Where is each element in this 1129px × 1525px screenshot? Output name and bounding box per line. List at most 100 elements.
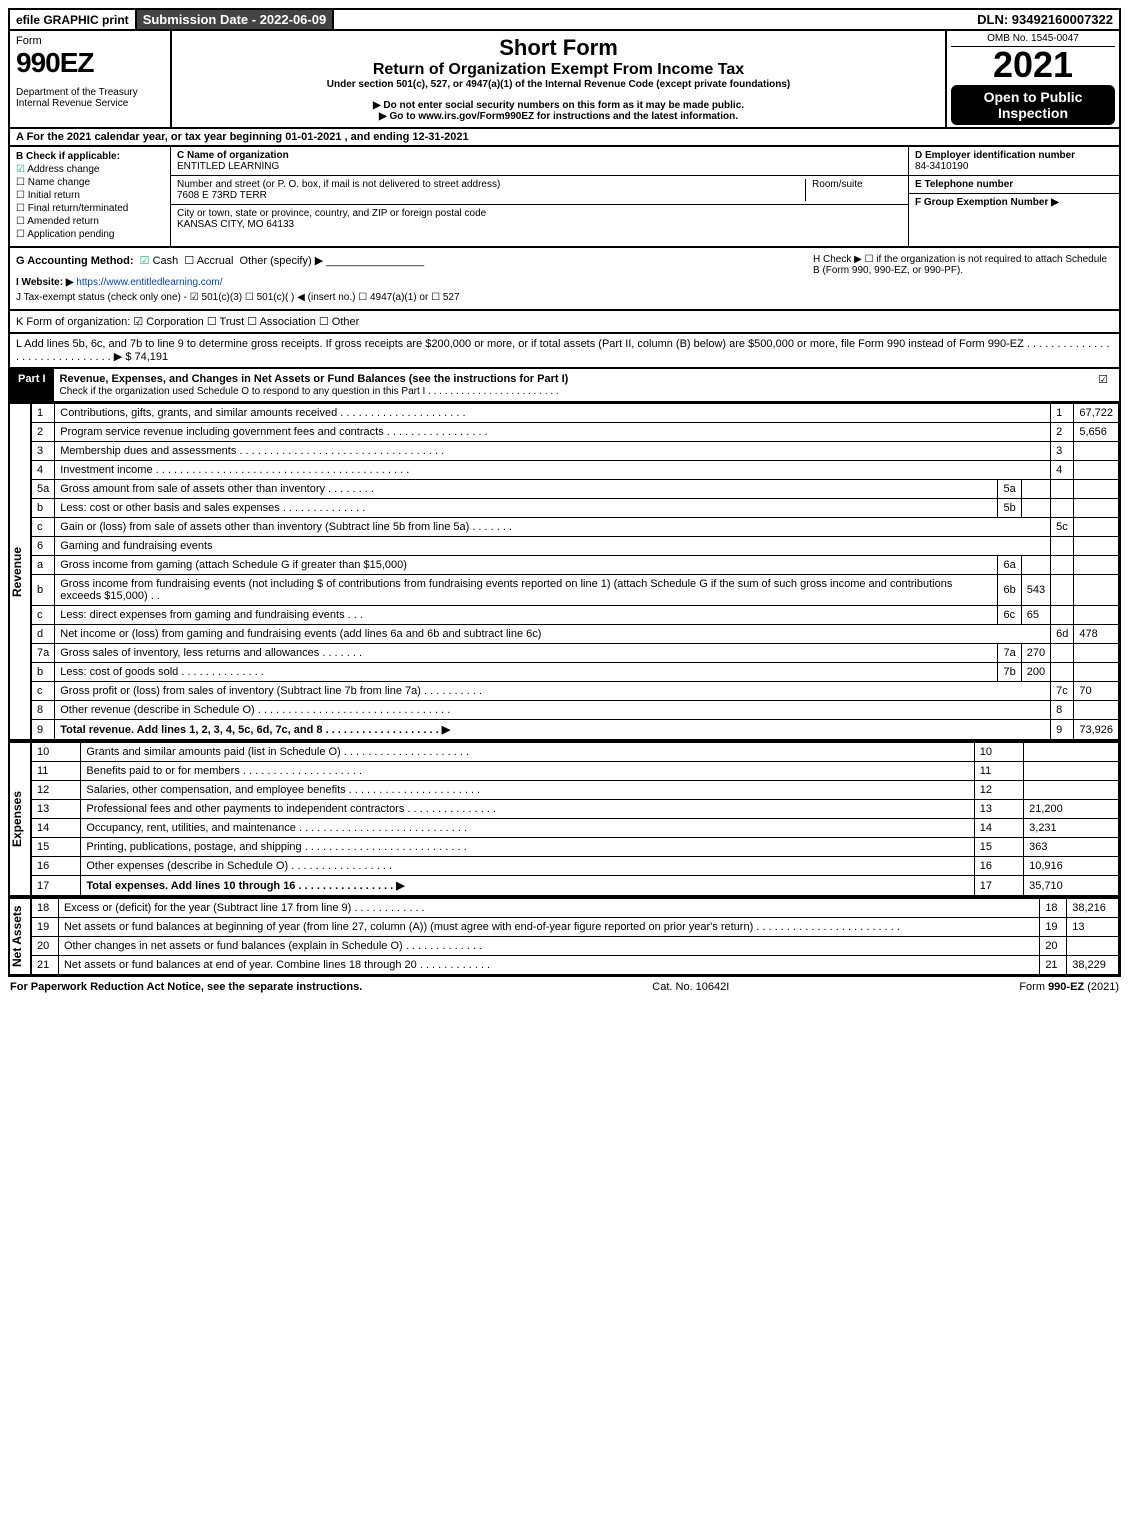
checkbox-cash[interactable]: Cash	[140, 255, 179, 267]
line-14-col: 14	[974, 819, 1023, 838]
line-10-col: 10	[974, 743, 1023, 762]
addr-label: Number and street (or P. O. box, if mail…	[177, 179, 500, 190]
checkbox-accrual[interactable]: Accrual	[184, 255, 233, 267]
line-1-amount: 67,722	[1074, 404, 1119, 423]
checkbox-application-pending[interactable]: Application pending	[16, 229, 164, 240]
top-bar: efile GRAPHIC print Submission Date - 20…	[8, 8, 1121, 31]
part-i-schedule-o-checkbox[interactable]: ☑	[1087, 369, 1119, 401]
line-8-num: 8	[32, 701, 55, 720]
line-7b-minival: 200	[1021, 663, 1050, 682]
g-label: G Accounting Method:	[16, 255, 134, 267]
line-16-col: 16	[974, 857, 1023, 876]
line-13-col: 13	[974, 800, 1023, 819]
expenses-section: Expenses 10Grants and similar amounts pa…	[8, 742, 1121, 898]
open-to-public-badge: Open to Public Inspection	[951, 85, 1115, 125]
line-7a-num: 7a	[32, 644, 55, 663]
line-6a-minival	[1021, 556, 1050, 575]
d-label: D Employer identification number	[915, 150, 1075, 161]
line-5b-desc: Less: cost or other basis and sales expe…	[55, 499, 998, 518]
line-18-desc: Excess or (deficit) for the year (Subtra…	[58, 899, 1039, 918]
line-6b-amount-shade	[1074, 575, 1119, 606]
checkbox-name-change[interactable]: Name change	[16, 177, 164, 188]
efile-print-button[interactable]: efile GRAPHIC print	[10, 10, 137, 29]
line-6-desc: Gaming and fundraising events	[55, 537, 1051, 556]
room-suite-label: Room/suite	[812, 179, 863, 190]
e-label: E Telephone number	[915, 179, 1013, 190]
line-8-col: 8	[1051, 701, 1074, 720]
expenses-table: 10Grants and similar amounts paid (list …	[31, 742, 1119, 896]
line-6b-num: b	[32, 575, 55, 606]
revenue-vertical-label: Revenue	[10, 403, 31, 740]
line-5c-amount	[1074, 518, 1119, 537]
line-6a-col-shade	[1051, 556, 1074, 575]
part-i-label: Part I	[10, 369, 54, 401]
line-11-amount	[1024, 762, 1119, 781]
line-5b-mini: 5b	[998, 499, 1021, 518]
line-6b-col-shade	[1051, 575, 1074, 606]
line-14-num: 14	[32, 819, 81, 838]
line-7b-desc: Less: cost of goods sold . . . . . . . .…	[55, 663, 998, 682]
line-19-num: 19	[32, 918, 59, 937]
line-21-num: 21	[32, 956, 59, 975]
line-7a-minival: 270	[1021, 644, 1050, 663]
line-10-num: 10	[32, 743, 81, 762]
i-label: I Website: ▶	[16, 277, 74, 288]
line-17-amount: 35,710	[1024, 876, 1119, 896]
checkbox-initial-return[interactable]: Initial return	[16, 190, 164, 201]
line-9-amount: 73,926	[1074, 720, 1119, 740]
line-6a-num: a	[32, 556, 55, 575]
net-assets-vertical-label: Net Assets	[10, 898, 31, 975]
line-6a-mini: 6a	[998, 556, 1021, 575]
net-assets-section: Net Assets 18Excess or (deficit) for the…	[8, 898, 1121, 977]
line-6b-minival: 543	[1021, 575, 1050, 606]
website-link[interactable]: https://www.entitledlearning.com/	[76, 277, 222, 288]
section-b: B Check if applicable: Address change Na…	[10, 147, 171, 246]
checkbox-final-return[interactable]: Final return/terminated	[16, 203, 164, 214]
revenue-table: 1Contributions, gifts, grants, and simil…	[31, 403, 1119, 740]
line-18-col: 18	[1040, 899, 1067, 918]
row-gh: G Accounting Method: Cash Accrual Other …	[8, 248, 1121, 311]
street-address: 7608 E 73RD TERR	[177, 190, 267, 201]
line-5a-minival	[1021, 480, 1050, 499]
line-9-desc: Total revenue. Add lines 1, 2, 3, 4, 5c,…	[55, 720, 1051, 740]
line-21-col: 21	[1040, 956, 1067, 975]
page-footer: For Paperwork Reduction Act Notice, see …	[8, 977, 1121, 997]
section-def: D Employer identification number 84-3410…	[908, 147, 1119, 246]
line-17-num: 17	[32, 876, 81, 896]
line-3-col: 3	[1051, 442, 1074, 461]
goto-link-text: ▶ Go to www.irs.gov/Form990EZ for instru…	[180, 111, 937, 122]
form-word: Form	[16, 35, 164, 47]
part-i-title: Revenue, Expenses, and Changes in Net As…	[54, 369, 1087, 401]
line-7a-amount-shade	[1074, 644, 1119, 663]
line-5b-col-shade	[1051, 499, 1074, 518]
line-6-num: 6	[32, 537, 55, 556]
checkbox-address-change[interactable]: Address change	[16, 164, 164, 175]
revenue-section: Revenue 1Contributions, gifts, grants, a…	[8, 403, 1121, 742]
submission-date-button[interactable]: Submission Date - 2022-06-09	[137, 10, 335, 29]
header-center: Short Form Return of Organization Exempt…	[172, 31, 945, 127]
line-1-desc: Contributions, gifts, grants, and simila…	[55, 404, 1051, 423]
line-5c-desc: Gain or (loss) from sale of assets other…	[55, 518, 1051, 537]
line-12-desc: Salaries, other compensation, and employ…	[81, 781, 974, 800]
line-5b-minival	[1021, 499, 1050, 518]
line-6a-desc: Gross income from gaming (attach Schedul…	[55, 556, 998, 575]
line-5a-mini: 5a	[998, 480, 1021, 499]
line-10-amount	[1024, 743, 1119, 762]
part-i-subtitle: Check if the organization used Schedule …	[60, 386, 559, 397]
line-2-num: 2	[32, 423, 55, 442]
line-2-col: 2	[1051, 423, 1074, 442]
line-1-col: 1	[1051, 404, 1074, 423]
line-a: A For the 2021 calendar year, or tax yea…	[8, 129, 1121, 147]
title-short-form: Short Form	[180, 35, 937, 61]
line-3-num: 3	[32, 442, 55, 461]
line-5a-desc: Gross amount from sale of assets other t…	[55, 480, 998, 499]
part-i-header: Part I Revenue, Expenses, and Changes in…	[8, 369, 1121, 403]
line-17-desc: Total expenses. Add lines 10 through 16 …	[81, 876, 974, 896]
tax-year: 2021	[951, 47, 1115, 83]
line-19-desc: Net assets or fund balances at beginning…	[58, 918, 1039, 937]
line-8-amount	[1074, 701, 1119, 720]
form-header: Form 990EZ Department of the Treasury In…	[8, 31, 1121, 129]
checkbox-amended-return[interactable]: Amended return	[16, 216, 164, 227]
line-21-desc: Net assets or fund balances at end of ye…	[58, 956, 1039, 975]
line-8-desc: Other revenue (describe in Schedule O) .…	[55, 701, 1051, 720]
